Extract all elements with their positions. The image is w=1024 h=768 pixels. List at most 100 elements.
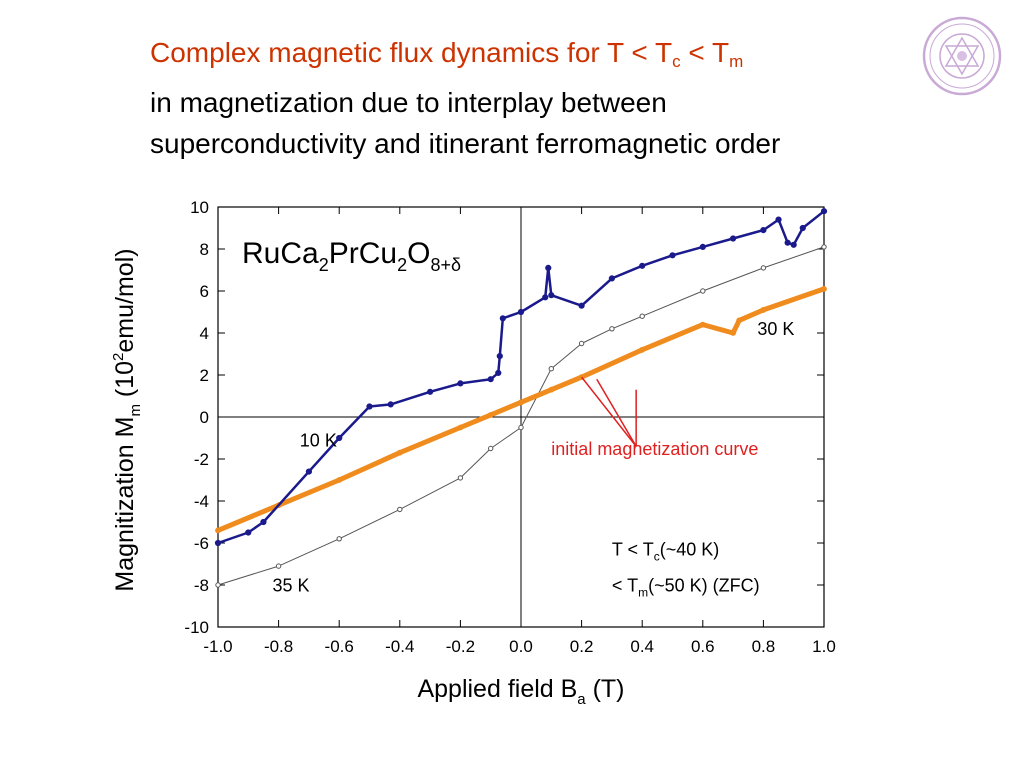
series-30k-point	[396, 449, 403, 456]
series-30k-point	[699, 321, 706, 328]
series-35k-point	[578, 340, 585, 347]
series-35k-point	[700, 288, 706, 294]
series-30k-point	[518, 399, 524, 406]
series-30k-point	[639, 346, 646, 353]
series-35k-point	[821, 244, 827, 250]
series-10k-point	[578, 302, 585, 309]
series-35k-point	[215, 582, 221, 588]
series-10k-point	[336, 434, 343, 442]
title-line-1: Complex magnetic flux dynamics for T < T…	[150, 32, 950, 82]
y-axis-label-main: Magnitization M	[111, 417, 139, 592]
title-sub-c: c	[672, 52, 681, 71]
series-10k-point	[496, 353, 503, 360]
series-10k-point	[730, 235, 737, 242]
series-35k-point	[609, 326, 615, 332]
x-tick-label: -0.8	[264, 637, 293, 656]
y-axis-label-mid: (10	[111, 361, 139, 404]
y-tick-label: 2	[200, 366, 209, 385]
initial-curve-label: initial magnetization curve	[551, 439, 758, 459]
x-axis-label-main: Applied field B	[417, 675, 577, 703]
series-10k-point	[775, 216, 782, 223]
compound-part: RuCa	[242, 237, 319, 270]
compound-part: O	[407, 237, 430, 270]
series-10k-point	[799, 224, 806, 232]
series-10k-point	[820, 208, 828, 215]
title-line-1-mid: < T	[680, 37, 730, 68]
note-sub: c	[654, 550, 660, 564]
y-axis-label-sub: m	[127, 404, 144, 417]
series-35k-point	[397, 506, 403, 513]
compound-sub: 8+δ	[430, 255, 461, 275]
series-35k-point	[639, 313, 645, 319]
note-sub: m	[638, 585, 648, 599]
series-10k-point	[305, 468, 312, 475]
series-10k-point	[366, 403, 373, 410]
series-35k-point	[457, 475, 464, 481]
series-35k-point	[548, 366, 554, 372]
annotation-arrow	[581, 376, 637, 447]
y-tick-label: -4	[194, 492, 209, 511]
x-axis-label: Applied field Ba (T)	[417, 675, 624, 708]
series-10k-point	[608, 275, 616, 282]
series-10k-point	[760, 227, 767, 234]
x-tick-label: 0.4	[630, 637, 654, 656]
y-tick-label: -8	[194, 576, 209, 595]
series-30k-point	[730, 330, 736, 336]
university-seal-icon	[922, 16, 1002, 96]
series-30k-point	[548, 386, 555, 393]
y-axis-label-sup: 2	[110, 353, 127, 361]
series-10k-point	[260, 518, 267, 526]
series-10k-point	[487, 376, 494, 383]
compound-sub: 2	[319, 255, 329, 275]
x-tick-label: 0.6	[691, 637, 715, 656]
title-line-3: superconductivity and itinerant ferromag…	[150, 128, 781, 159]
y-axis-label-tail: emu/mol)	[111, 248, 139, 352]
series-30k-point	[215, 527, 221, 534]
series-35k-point	[488, 445, 494, 452]
y-axis-label: Magnitization Mm (102emu/mol)	[110, 248, 144, 591]
series-10k-point	[542, 294, 549, 301]
series-10k-point	[387, 401, 394, 408]
series-10k-point	[639, 262, 646, 269]
y-tick-label: 8	[200, 240, 209, 259]
series-30k-point	[457, 424, 464, 431]
compound-sub: 2	[397, 255, 407, 275]
series-10k-point	[669, 252, 676, 259]
title-sub-m: m	[729, 52, 744, 71]
y-tick-label: -10	[184, 618, 209, 637]
x-tick-label: -0.2	[446, 637, 475, 656]
y-tick-label: 0	[200, 408, 209, 427]
x-tick-label: 0.8	[752, 637, 776, 656]
note-part: T < T	[612, 540, 654, 560]
compound-part: PrCu	[329, 237, 397, 270]
condition-note-line-2: < Tm(~50 K) (ZFC)	[612, 575, 760, 599]
series-10k-point	[517, 308, 525, 316]
annotation-arrow	[596, 378, 637, 447]
series-35k-point	[760, 265, 767, 271]
series-10k-point	[784, 239, 791, 246]
x-axis-label-sub: a	[577, 691, 586, 708]
series-10k-point	[214, 539, 222, 547]
series-10k-point	[545, 264, 552, 271]
series-10k-point	[548, 292, 555, 299]
note-part: (~40 K)	[660, 540, 720, 560]
x-tick-label: 0.2	[570, 637, 594, 656]
x-axis-label-tail: (T)	[586, 675, 625, 703]
series-30k-point	[760, 307, 767, 313]
series-10k-label: 10 K	[300, 430, 337, 450]
note-part: (~50 K) (ZFC)	[648, 575, 760, 595]
y-tick-label: 4	[200, 324, 209, 343]
series-35k-point	[275, 563, 282, 569]
x-tick-label: 0.0	[509, 637, 533, 656]
series-35k-point	[336, 536, 342, 542]
series-10k-point	[427, 388, 434, 395]
y-tick-label: 10	[190, 198, 209, 217]
series-10k-point	[495, 369, 502, 376]
note-part: < T	[612, 575, 638, 595]
x-tick-label: -0.6	[325, 637, 354, 656]
y-tick-label: -2	[194, 450, 209, 469]
series-10k-point	[457, 380, 464, 387]
compound-formula: RuCa2PrCu2O8+δ	[242, 237, 461, 275]
series-35k-point	[518, 424, 524, 431]
